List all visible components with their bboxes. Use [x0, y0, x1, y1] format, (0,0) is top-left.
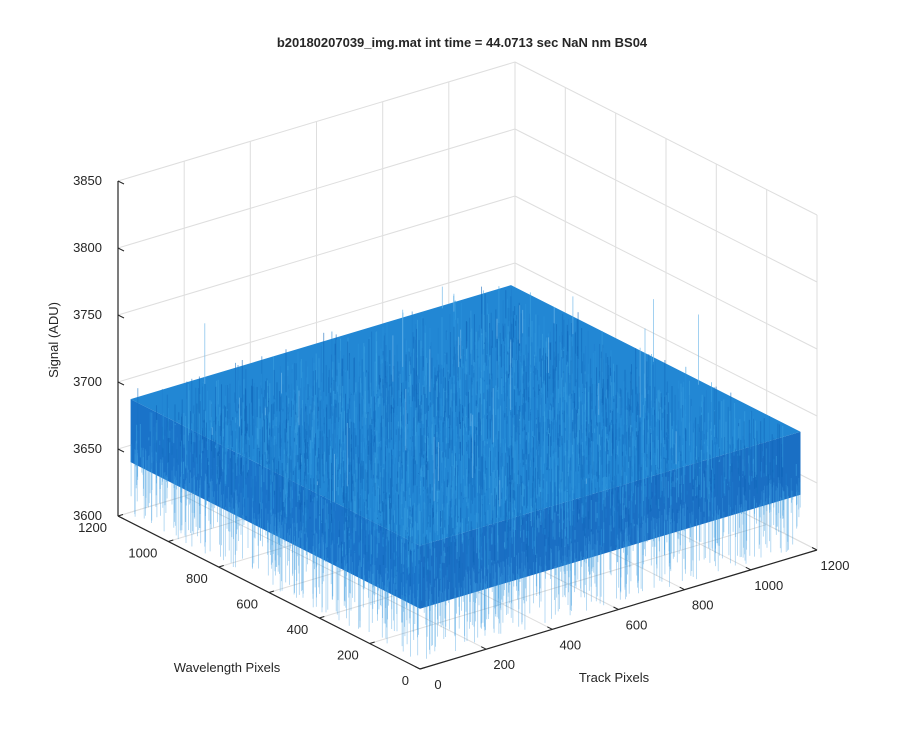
y-tick-mark: [268, 590, 275, 593]
x-tick-label: 1000: [754, 578, 783, 593]
x-tick-label: 0: [434, 677, 441, 692]
y-tick-mark: [419, 667, 426, 670]
y-tick-label: 200: [337, 648, 359, 663]
z-tick-label: 3800: [73, 240, 102, 255]
y-tick-mark: [218, 565, 224, 568]
y-tick-label: 800: [186, 571, 208, 586]
y-tick-label: 400: [287, 622, 309, 637]
z-tick-mark: [117, 448, 125, 453]
chart-title: b20180207039_img.mat int time = 44.0713 …: [277, 35, 648, 50]
y-tick-label: 600: [236, 597, 258, 612]
x-tick-mark: [613, 606, 619, 610]
surface-noise: [130, 286, 801, 659]
z-axis-label: Signal (ADU): [46, 302, 61, 378]
z-tick-label: 3700: [73, 374, 102, 389]
z-tick-label: 3650: [73, 441, 102, 456]
y-tick-mark: [319, 616, 325, 619]
x-tick-label: 1200: [821, 558, 850, 573]
z-tick-label: 3850: [73, 173, 102, 188]
wall-grid-line: [117, 195, 516, 316]
y-tick-label: 1200: [78, 520, 107, 535]
z-tick-mark: [117, 247, 125, 252]
z-tick-mark: [117, 180, 125, 185]
wall-grid-line: [117, 128, 516, 249]
x-tick-label: 800: [692, 598, 714, 613]
z-tick-mark: [117, 515, 125, 520]
tick-labels: 0 200 400 600 800 1000 1200 0 200 400 600 800 1000 12…: [73, 173, 849, 692]
z-tick-label: 3600: [73, 508, 102, 523]
wall-grid-line: [514, 128, 818, 283]
z-tick-mark: [117, 314, 125, 319]
x-tick-mark: [745, 566, 752, 571]
z-tick-mark: [117, 381, 125, 386]
x-tick-mark: [480, 646, 487, 650]
wall-grid-line: [514, 262, 818, 417]
x-axis-label: Track Pixels: [579, 670, 650, 685]
x-tick-label: 200: [493, 657, 515, 672]
y-tick-mark: [168, 539, 174, 542]
x-tick-label: 600: [626, 618, 648, 633]
y-tick-label: 1000: [128, 546, 157, 561]
surface-mesh: [130, 285, 801, 659]
floor-grid-line: [369, 524, 767, 644]
wall-grid-line: [117, 262, 516, 383]
x-tick-mark: [414, 666, 421, 670]
x-tick-mark: [679, 586, 685, 591]
z-tick-label: 3750: [73, 307, 102, 322]
x-tick-mark: [811, 547, 818, 551]
y-axis-label: Wavelength Pixels: [174, 660, 281, 675]
x-tick-mark: [547, 626, 553, 630]
y-tick-mark: [117, 514, 124, 517]
wall-grid-line: [117, 61, 516, 182]
wall-grid-line: [514, 61, 818, 216]
x-tick-label: 400: [559, 637, 581, 652]
wall-grid-line: [514, 195, 818, 350]
y-tick-label: 0: [402, 673, 409, 688]
y-tick-mark: [369, 641, 375, 644]
